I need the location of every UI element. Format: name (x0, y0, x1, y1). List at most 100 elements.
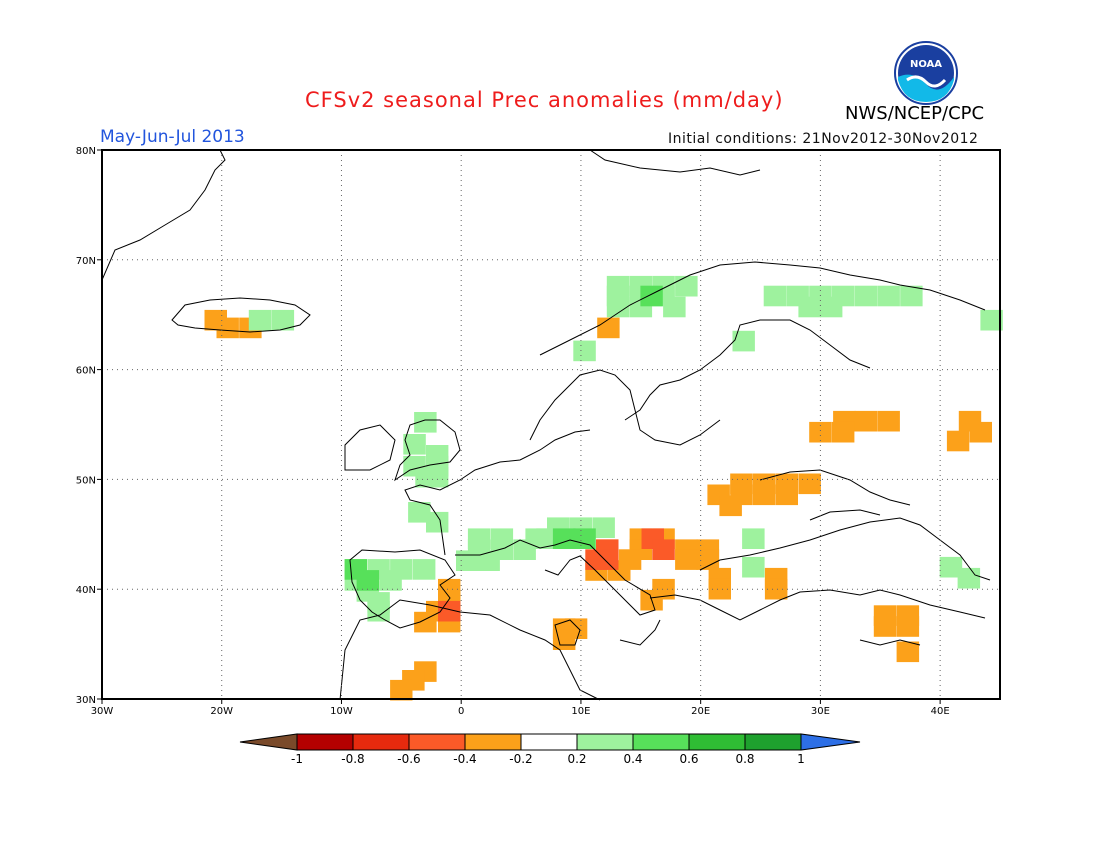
anomaly-cell (696, 549, 720, 570)
coastline (171, 297, 311, 333)
x-tick-label: 0 (458, 706, 464, 717)
x-tick-label: 30E (811, 706, 830, 717)
x-tick-label: 30W (91, 706, 114, 717)
anomaly-cell (752, 484, 776, 506)
anomaly-cell (675, 549, 698, 570)
colorbar-label: 0.2 (567, 752, 586, 766)
coastline (589, 149, 761, 176)
anomaly-cell (652, 539, 675, 560)
anomaly-cell (854, 410, 878, 432)
anomaly-cell (412, 559, 436, 580)
anomaly-cell (390, 679, 413, 701)
coastline (344, 424, 396, 471)
colorbar-label: -0.4 (453, 752, 476, 766)
colorbar-swatch (352, 733, 410, 751)
x-tick-label: 20W (210, 706, 233, 717)
anomaly-cell (216, 317, 239, 339)
anomaly-cell (980, 309, 1003, 331)
anomaly-cell (663, 296, 686, 318)
y-tick-label: 70N (76, 256, 96, 267)
coastline (649, 589, 986, 621)
coastline (349, 549, 456, 629)
anomaly-cell (877, 285, 900, 307)
anomaly-cell (854, 285, 878, 307)
anomaly-cell (426, 511, 449, 533)
anomaly-cell (946, 430, 970, 452)
x-tick-label: 10W (330, 706, 353, 717)
anomaly-cell (414, 412, 437, 433)
colorbar-label: 0.4 (623, 752, 642, 766)
anomaly-cell (525, 528, 548, 549)
coastline (624, 319, 871, 421)
forecast-period: May-Jun-Jul 2013 (100, 127, 245, 147)
coastline (619, 619, 661, 646)
anomaly-cell (477, 550, 500, 571)
map-frame (101, 149, 1001, 700)
anomaly-cell (379, 570, 402, 591)
coastline (529, 369, 721, 446)
colorbar-label: -0.2 (509, 752, 532, 766)
colorbar-label: -0.6 (397, 752, 420, 766)
anomaly-cell (798, 473, 821, 495)
colorbar-swatch (464, 733, 522, 751)
anomaly-cell (426, 466, 449, 488)
anomaly-cell (820, 296, 843, 318)
colorbar-label: 0.8 (735, 752, 754, 766)
coastline (554, 619, 581, 646)
noaa-logo: NOAA (894, 41, 958, 105)
x-tick-label: 10E (571, 706, 590, 717)
colorbar-swatch (632, 733, 690, 751)
coastline (759, 469, 911, 506)
anomaly-cell (798, 296, 821, 318)
anomaly-cell (408, 502, 431, 523)
anomaly-cell (877, 410, 900, 432)
anomaly-cell (958, 410, 982, 432)
chart-title: CFSv2 seasonal Prec anomalies (mm/day) (305, 88, 784, 112)
x-tick-label: 40E (931, 706, 950, 717)
colorbar-swatch (576, 733, 634, 751)
coastline (404, 429, 591, 556)
anomaly-cell (356, 570, 380, 591)
anomaly-cell (896, 641, 920, 663)
anomaly-cell (900, 285, 923, 307)
anomaly-cell (573, 528, 596, 549)
colorbar-label: 0.6 (679, 752, 698, 766)
y-tick-label: 40N (76, 585, 96, 596)
colorbar-swatch (688, 733, 746, 751)
coastlines (101, 149, 991, 701)
anomaly-cell (957, 567, 981, 589)
coastline (101, 149, 226, 281)
anomaly-cell (763, 285, 787, 307)
anomaly-cell (675, 275, 698, 297)
coastline (859, 639, 921, 646)
anomaly-cell (873, 616, 897, 637)
anomaly-cell (775, 484, 798, 506)
coastline (455, 539, 656, 616)
colorbar-swatch (296, 733, 354, 751)
coastline (394, 419, 461, 482)
anomaly-cell (403, 434, 426, 455)
anomaly-cell (248, 309, 272, 331)
anomaly-cell (438, 600, 461, 622)
anomaly-cell (708, 578, 731, 600)
colorbar-swatch (520, 733, 578, 751)
anomaly-cell (896, 616, 920, 637)
anomaly-cell (809, 421, 832, 443)
anomaly-cell (719, 495, 742, 517)
coastline (699, 517, 991, 581)
colorbar-label: -1 (291, 752, 303, 766)
anomaly-cell (606, 296, 630, 318)
logo-text: NOAA (910, 59, 942, 70)
anomaly-cell (764, 578, 788, 600)
anomaly-cell (732, 330, 755, 352)
y-tick-label: 80N (76, 146, 96, 157)
anomaly-cell (271, 309, 295, 331)
coastline (539, 261, 986, 356)
colorbar-label: 1 (797, 752, 805, 766)
colorbar-label: -0.8 (341, 752, 364, 766)
colorbar-swatch (744, 733, 802, 751)
anomaly-cell (592, 517, 615, 538)
anomaly-cell (831, 421, 855, 443)
